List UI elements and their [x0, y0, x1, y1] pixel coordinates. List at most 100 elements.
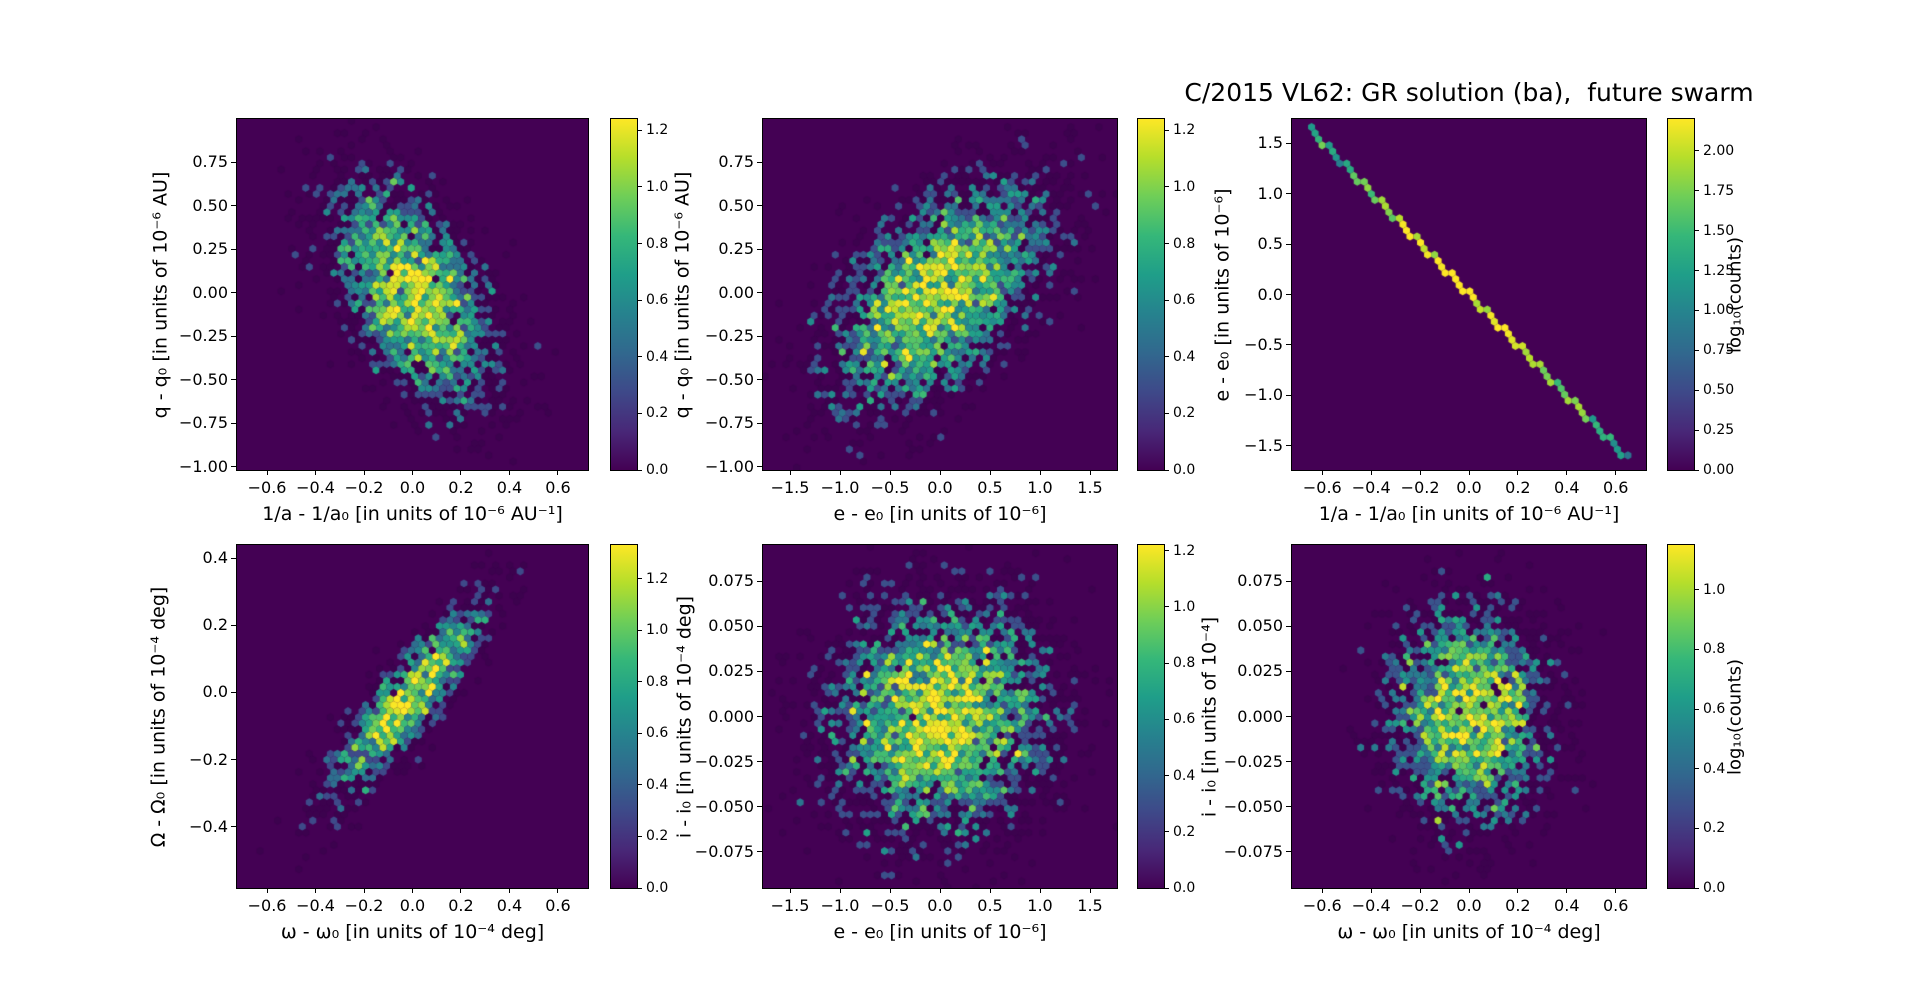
colorbar-tick-mark-top-right: [1694, 309, 1699, 311]
colorbar-tick-label-top-right: 0.00: [1703, 462, 1735, 478]
y-tick-label-bottom-middle: 0.050: [708, 616, 754, 636]
colorbar-tick-mark-top-middle: [1164, 356, 1169, 358]
x-tick-label-top-right: −0.2: [1400, 478, 1440, 497]
colorbar-tick-mark-top-middle: [1164, 299, 1169, 301]
x-tick-label-top-right: 0.2: [1505, 478, 1531, 497]
y-tick-label-top-left: 0.25: [192, 239, 228, 259]
y-tick-mark-top-left: [231, 248, 236, 250]
x-tick-label-top-middle: −1.5: [770, 478, 810, 497]
x-tick-mark-bottom-left: [363, 888, 365, 893]
x-tick-label-top-middle: 1.5: [1077, 478, 1103, 497]
y-tick-label-bottom-left: 0.4: [202, 548, 228, 568]
y-tick-mark-top-right: [1286, 294, 1291, 295]
y-tick-mark-top-right: [1286, 344, 1291, 346]
y-tick-label-bottom-right: 0.025: [1237, 661, 1283, 681]
x-tick-label-bottom-middle: −1.0: [820, 896, 860, 915]
colorbar-tick-label-bottom-right: 0.0: [1703, 880, 1726, 896]
x-tick-mark-top-middle: [939, 470, 941, 475]
x-axis-label-bottom-left: ω - ω₀ [in units of 10⁻⁴ deg]: [280, 921, 545, 943]
y-tick-mark-top-left: [231, 379, 236, 381]
y-axis-label-top-left: q - q₀ [in units of 10⁻⁶ AU]: [149, 171, 171, 418]
y-tick-label-top-right: 0.5: [1257, 234, 1283, 254]
x-tick-mark-top-right: [1321, 470, 1323, 475]
y-tick-label-bottom-right: 0.075: [1237, 571, 1283, 591]
x-tick-label-top-right: 0.6: [1602, 478, 1629, 497]
y-tick-mark-top-middle: [757, 335, 762, 337]
hexbin-canvas-bottom-middle: [762, 544, 1118, 889]
colorbar-tick-label-top-left: 0.6: [646, 292, 669, 309]
y-tick-label-top-left: 0.00: [192, 282, 228, 302]
y-tick-mark-top-left: [231, 205, 236, 207]
colorbar-tick-label-bottom-right: 0.6: [1703, 701, 1726, 718]
hexbin-canvas-bottom-right: [1291, 544, 1647, 889]
y-tick-label-bottom-middle: −0.050: [694, 796, 754, 816]
y-tick-label-bottom-middle: −0.025: [694, 751, 754, 771]
colorbar-label-top-right: log₁₀(counts): [1724, 236, 1745, 353]
x-tick-label-bottom-middle: 0.5: [977, 896, 1003, 915]
y-axis-label-bottom-left: Ω - Ω₀ [in units of 10⁻⁴ deg]: [147, 586, 169, 847]
y-tick-mark-top-middle: [757, 161, 762, 163]
x-tick-label-bottom-left: 0.2: [448, 896, 474, 915]
y-tick-mark-bottom-right: [1286, 851, 1291, 853]
x-tick-mark-top-left: [508, 470, 510, 475]
colorbar-tick-mark-top-middle: [1164, 469, 1169, 471]
colorbar-tick-mark-bottom-left: [637, 887, 642, 889]
y-axis-label-top-right: e - e₀ [in units of 10⁻⁶]: [1211, 187, 1233, 402]
x-tick-mark-bottom-right: [1370, 888, 1372, 893]
x-tick-mark-top-left: [363, 470, 365, 475]
x-tick-label-top-middle: −0.5: [870, 478, 910, 497]
y-tick-label-top-right: 1.5: [1257, 133, 1283, 153]
x-tick-label-bottom-left: 0.4: [496, 896, 523, 915]
x-axis-label-top-right: 1/a - 1/a₀ [in units of 10⁻⁶ AU⁻¹]: [1318, 503, 1620, 525]
colorbar-tick-mark-bottom-left: [637, 732, 642, 734]
colorbar-tick-label-top-right: 1.75: [1703, 182, 1735, 199]
x-tick-label-bottom-left: −0.2: [344, 896, 384, 915]
x-tick-label-top-right: −0.6: [1302, 478, 1342, 497]
x-tick-label-bottom-right: 0.4: [1554, 896, 1580, 915]
y-tick-label-top-right: −0.5: [1244, 334, 1283, 354]
colorbar-tick-label-top-middle: 0.2: [1173, 405, 1196, 422]
colorbar-tick-mark-top-left: [637, 412, 642, 414]
y-tick-label-top-right: −1.0: [1244, 385, 1283, 405]
y-tick-mark-bottom-right: [1286, 670, 1291, 672]
colorbar-tick-mark-top-left: [637, 356, 642, 358]
colorbar-tick-mark-top-left: [637, 129, 642, 131]
figure-title: C/2015 VL62: GR solution (ba), future sw…: [1184, 78, 1754, 107]
x-tick-mark-top-middle: [1089, 470, 1091, 475]
colorbar-tick-mark-bottom-middle: [1164, 662, 1169, 664]
colorbar-tick-label-bottom-middle: 0.8: [1173, 655, 1196, 672]
y-tick-mark-bottom-middle: [757, 670, 762, 672]
colorbar-tick-label-top-left: 0.0: [646, 462, 669, 478]
colorbar-bottom-middle: [1137, 544, 1165, 889]
y-axis-label-top-middle: q - q₀ [in units of 10⁻⁶ AU]: [671, 171, 693, 418]
x-tick-label-top-middle: 0.5: [977, 478, 1003, 497]
y-tick-label-bottom-left: −0.4: [189, 816, 228, 836]
colorbar-tick-label-bottom-left: 0.2: [646, 828, 669, 845]
colorbar-tick-label-bottom-right: 0.4: [1703, 760, 1726, 777]
y-tick-label-top-left: 0.75: [192, 152, 228, 172]
colorbar-tick-mark-top-right: [1694, 190, 1699, 192]
colorbar-label-bottom-right: log₁₀(counts): [1724, 658, 1745, 775]
x-tick-mark-top-right: [1468, 470, 1470, 475]
colorbar-tick-label-top-right: 0.50: [1703, 382, 1735, 399]
x-tick-mark-top-right: [1566, 470, 1568, 475]
y-tick-label-bottom-left: −0.2: [189, 749, 228, 769]
colorbar-tick-mark-top-middle: [1164, 186, 1169, 188]
y-tick-mark-bottom-right: [1286, 625, 1291, 627]
colorbar-tick-label-bottom-middle: 0.0: [1173, 880, 1196, 896]
x-tick-mark-top-middle: [839, 470, 841, 475]
y-tick-mark-top-middle: [757, 248, 762, 250]
colorbar-tick-label-bottom-middle: 0.6: [1173, 711, 1196, 728]
hexbin-canvas-bottom-left: [236, 544, 589, 889]
colorbar-tick-mark-top-middle: [1164, 412, 1169, 414]
x-tick-label-top-right: −0.4: [1351, 478, 1391, 497]
colorbar-tick-label-top-left: 1.2: [646, 122, 669, 139]
x-tick-label-bottom-middle: −0.5: [870, 896, 910, 915]
x-tick-mark-bottom-middle: [989, 888, 991, 893]
x-tick-mark-bottom-right: [1321, 888, 1323, 893]
y-tick-mark-bottom-left: [231, 557, 236, 559]
y-tick-mark-bottom-middle: [757, 851, 762, 853]
hexbin-canvas-top-right: [1291, 118, 1647, 471]
x-tick-mark-bottom-left: [266, 888, 268, 893]
